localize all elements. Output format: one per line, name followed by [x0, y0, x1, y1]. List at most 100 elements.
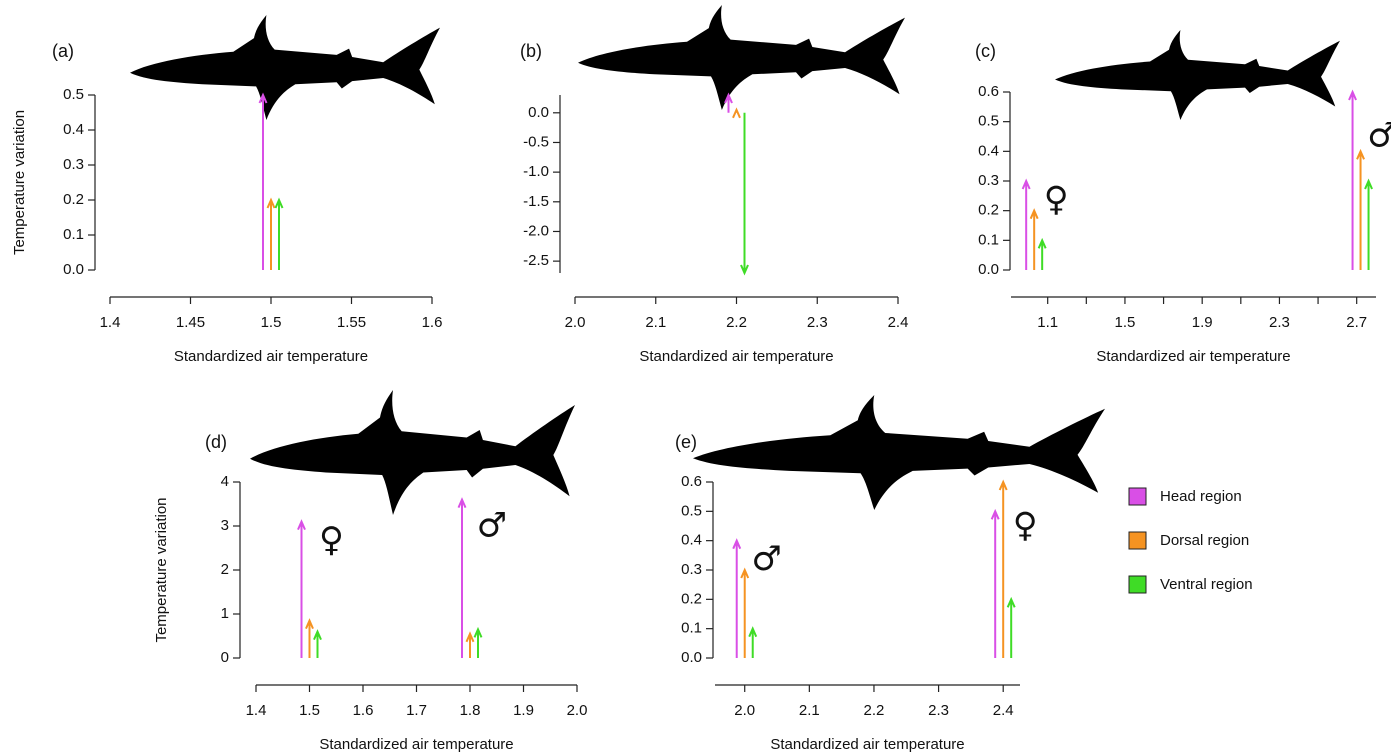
arrow: [473, 626, 483, 658]
x-tick-label: 1.4: [100, 314, 121, 331]
y-tick-label: 0.1: [63, 226, 84, 243]
legend-label: Ventral region: [1160, 576, 1253, 593]
shark-silhouettes: [130, 5, 1340, 515]
arrow: [740, 112, 749, 276]
arrow: [313, 629, 322, 658]
y-tick-label: 0.5: [681, 502, 702, 519]
sex-symbol: ♂: [1367, 116, 1391, 156]
shark: [130, 15, 440, 120]
y-tick-label: -1.5: [523, 193, 549, 210]
y-tick-label: 0.0: [63, 261, 84, 278]
sex-symbol: ♂: [751, 539, 781, 579]
arrow: [740, 567, 750, 658]
arrow: [990, 508, 1000, 658]
arrow: [732, 107, 741, 119]
sex-symbol: ♀: [1013, 506, 1038, 546]
x-axis-title: Standardized air temperature: [174, 348, 368, 365]
sex-symbol: ♂: [477, 506, 507, 546]
x-axis-title: Standardized air temperature: [639, 348, 833, 365]
arrow: [1348, 89, 1357, 270]
y-tick-label: -0.5: [523, 133, 549, 150]
panel-label: (e): [675, 432, 697, 452]
y-tick-label: 0.4: [63, 121, 84, 138]
y-tick-label: 2: [221, 561, 229, 578]
x-tick-label: 1.9: [513, 702, 534, 719]
x-tick-label: 1.9: [1192, 314, 1213, 331]
legend-label: Dorsal region: [1160, 532, 1249, 549]
y-tick-label: 0.0: [978, 261, 999, 278]
x-tick-label: 2.2: [726, 314, 747, 331]
panel-label: (a): [52, 41, 74, 61]
arrow: [266, 197, 276, 270]
sex-symbol: ♀: [1044, 180, 1069, 220]
arrow: [297, 519, 306, 658]
x-tick-label: 1.1: [1037, 314, 1058, 331]
y-tick-label: 0.3: [681, 561, 702, 578]
arrow: [305, 618, 314, 658]
arrow: [465, 631, 475, 658]
x-tick-label: 2.7: [1346, 314, 1367, 331]
x-tick-label: 2.0: [734, 702, 755, 719]
y-tick-label: 1: [221, 605, 229, 622]
x-tick-label: 2.2: [864, 702, 885, 719]
arrow: [1356, 148, 1365, 270]
panel-label: (d): [205, 432, 227, 452]
arrow: [732, 538, 742, 658]
x-tick-label: 1.7: [406, 702, 427, 719]
shark: [1055, 30, 1340, 120]
x-tick-label: 2.3: [807, 314, 828, 331]
x-tick-label: 1.6: [422, 314, 443, 331]
shark: [693, 395, 1105, 510]
panel-label: (b): [520, 41, 542, 61]
legend-swatch: [1128, 531, 1147, 550]
y-tick-label: 0.4: [978, 142, 999, 159]
arrow: [274, 197, 284, 270]
y-tick-label: 0.0: [528, 104, 549, 121]
legend-swatch: [1128, 487, 1147, 506]
y-tick-label: 0: [221, 649, 229, 666]
y-axis-title: Temperature variation: [11, 110, 28, 255]
arrow: [1037, 237, 1047, 270]
panel-label: (c): [975, 41, 996, 61]
y-tick-label: 3: [221, 517, 229, 534]
x-tick-label: 2.0: [567, 702, 588, 719]
y-tick-label: 0.2: [681, 590, 702, 607]
y-tick-label: 0.4: [681, 532, 702, 549]
arrow: [258, 92, 268, 270]
x-tick-label: 2.1: [799, 702, 820, 719]
x-tick-label: 2.3: [1269, 314, 1290, 331]
arrow: [457, 497, 467, 658]
x-tick-label: 2.4: [993, 702, 1014, 719]
arrow: [1021, 178, 1031, 270]
y-tick-label: 0.5: [63, 86, 84, 103]
x-tick-label: 1.55: [337, 314, 366, 331]
y-tick-label: 0.1: [681, 620, 702, 637]
x-tick-label: 1.4: [246, 702, 267, 719]
x-tick-label: 1.5: [299, 702, 320, 719]
shark: [578, 5, 905, 110]
arrow: [748, 626, 758, 658]
arrow: [724, 92, 733, 113]
y-tick-label: 0.6: [681, 473, 702, 490]
y-tick-label: 0.0: [681, 649, 702, 666]
x-tick-label: 1.6: [353, 702, 374, 719]
x-tick-label: 2.3: [928, 702, 949, 719]
y-tick-label: -2.5: [523, 252, 549, 269]
y-tick-label: 0.2: [978, 202, 999, 219]
x-tick-label: 1.5: [1115, 314, 1136, 331]
x-axis-title: Standardized air temperature: [319, 736, 513, 753]
arrow: [998, 479, 1008, 658]
x-axis-title: Standardized air temperature: [770, 736, 964, 753]
arrow: [1029, 208, 1039, 270]
y-tick-label: 0.3: [978, 172, 999, 189]
y-axis-title: Temperature variation: [153, 497, 170, 642]
arrow: [1364, 178, 1373, 270]
legend-label: Head region: [1160, 488, 1242, 505]
x-tick-label: 1.5: [261, 314, 282, 331]
y-tick-label: -2.0: [523, 222, 549, 239]
x-tick-label: 2.1: [645, 314, 666, 331]
arrow: [1006, 596, 1016, 658]
x-tick-label: 1.45: [176, 314, 205, 331]
x-axis-title: Standardized air temperature: [1096, 348, 1290, 365]
